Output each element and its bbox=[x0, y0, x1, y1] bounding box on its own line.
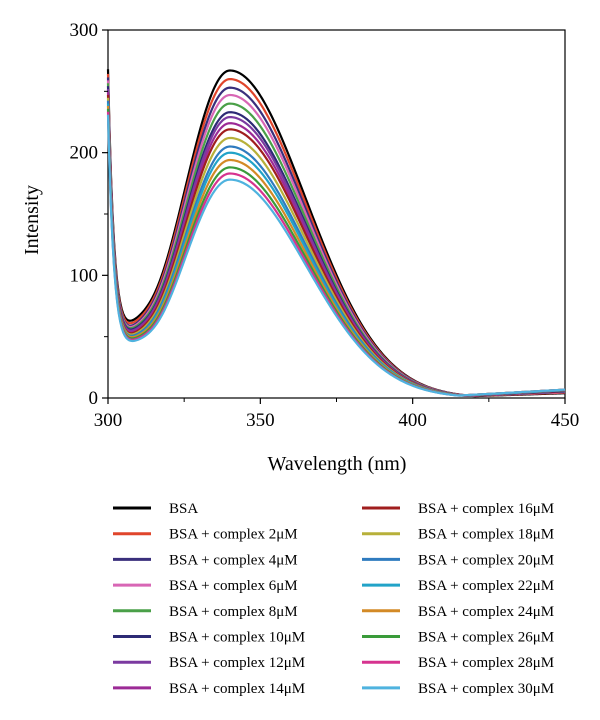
x-axis-title: Wavelength (nm) bbox=[268, 453, 407, 475]
legend-label: BSA + complex 14μM bbox=[169, 681, 305, 697]
legend-item-7: BSA + complex 14μM bbox=[113, 681, 305, 697]
legend: BSA BSA + complex 2μM BSA + complex 4μM BSA… bbox=[113, 501, 554, 697]
legend-label: BSA + complex 12μM bbox=[169, 655, 305, 671]
legend-item-11: BSA + complex 22μM bbox=[362, 578, 554, 594]
series-layer bbox=[106, 69, 566, 398]
legend-label: BSA + complex 30μM bbox=[418, 681, 554, 697]
legend-item-14: BSA + complex 28μM bbox=[362, 655, 554, 671]
legend-item-3: BSA + complex 6μM bbox=[113, 578, 298, 594]
axes-layer: 300 350 400 450 0 100 200 300 bbox=[70, 20, 580, 431]
legend-item-12: BSA + complex 24μM bbox=[362, 604, 554, 620]
legend-item-5: BSA + complex 10μM bbox=[113, 630, 305, 646]
legend-item-2: BSA + complex 4μM bbox=[113, 552, 298, 568]
legend-item-15: BSA + complex 30μM bbox=[362, 681, 554, 697]
legend-label: BSA + complex 16μM bbox=[418, 501, 554, 517]
x-tick-label-1: 350 bbox=[246, 410, 275, 431]
y-axis-title: Intensity bbox=[21, 185, 43, 255]
y-tick-label-0: 0 bbox=[89, 388, 99, 409]
legend-item-13: BSA + complex 26μM bbox=[362, 630, 554, 646]
legend-label: BSA + complex 28μM bbox=[418, 655, 554, 671]
x-tick-label-2: 400 bbox=[398, 410, 427, 431]
legend-label: BSA + complex 6μM bbox=[169, 578, 298, 594]
x-tick-label-0: 300 bbox=[94, 410, 123, 431]
legend-label: BSA + complex 4μM bbox=[169, 552, 298, 568]
legend-label: BSA + complex 24μM bbox=[418, 604, 554, 620]
legend-label: BSA bbox=[169, 501, 198, 517]
legend-label: BSA + complex 10μM bbox=[169, 630, 305, 646]
y-tick-label-2: 200 bbox=[70, 143, 99, 164]
plot-frame bbox=[107, 29, 566, 399]
legend-item-10: BSA + complex 20μM bbox=[362, 552, 554, 568]
legend-label: BSA + complex 8μM bbox=[169, 604, 298, 620]
x-tick-label-3: 450 bbox=[551, 410, 580, 431]
legend-item-8: BSA + complex 16μM bbox=[362, 501, 554, 517]
legend-label: BSA + complex 20μM bbox=[418, 552, 554, 568]
y-tick-label-3: 300 bbox=[70, 20, 99, 41]
legend-label: BSA + complex 18μM bbox=[418, 527, 554, 543]
legend-label: BSA + complex 2μM bbox=[169, 527, 298, 543]
legend-label: BSA + complex 26μM bbox=[418, 630, 554, 646]
plot-border bbox=[107, 29, 566, 399]
legend-item-4: BSA + complex 8μM bbox=[113, 604, 298, 620]
legend-item-9: BSA + complex 18μM bbox=[362, 527, 554, 543]
legend-label: BSA + complex 22μM bbox=[418, 578, 554, 594]
legend-item-1: BSA + complex 2μM bbox=[113, 527, 298, 543]
series-line-4 bbox=[106, 83, 566, 397]
legend-item-6: BSA + complex 12μM bbox=[113, 655, 305, 671]
series-line-15 bbox=[106, 114, 566, 397]
y-tick-label-1: 100 bbox=[70, 265, 99, 286]
legend-item-0: BSA bbox=[113, 501, 198, 517]
